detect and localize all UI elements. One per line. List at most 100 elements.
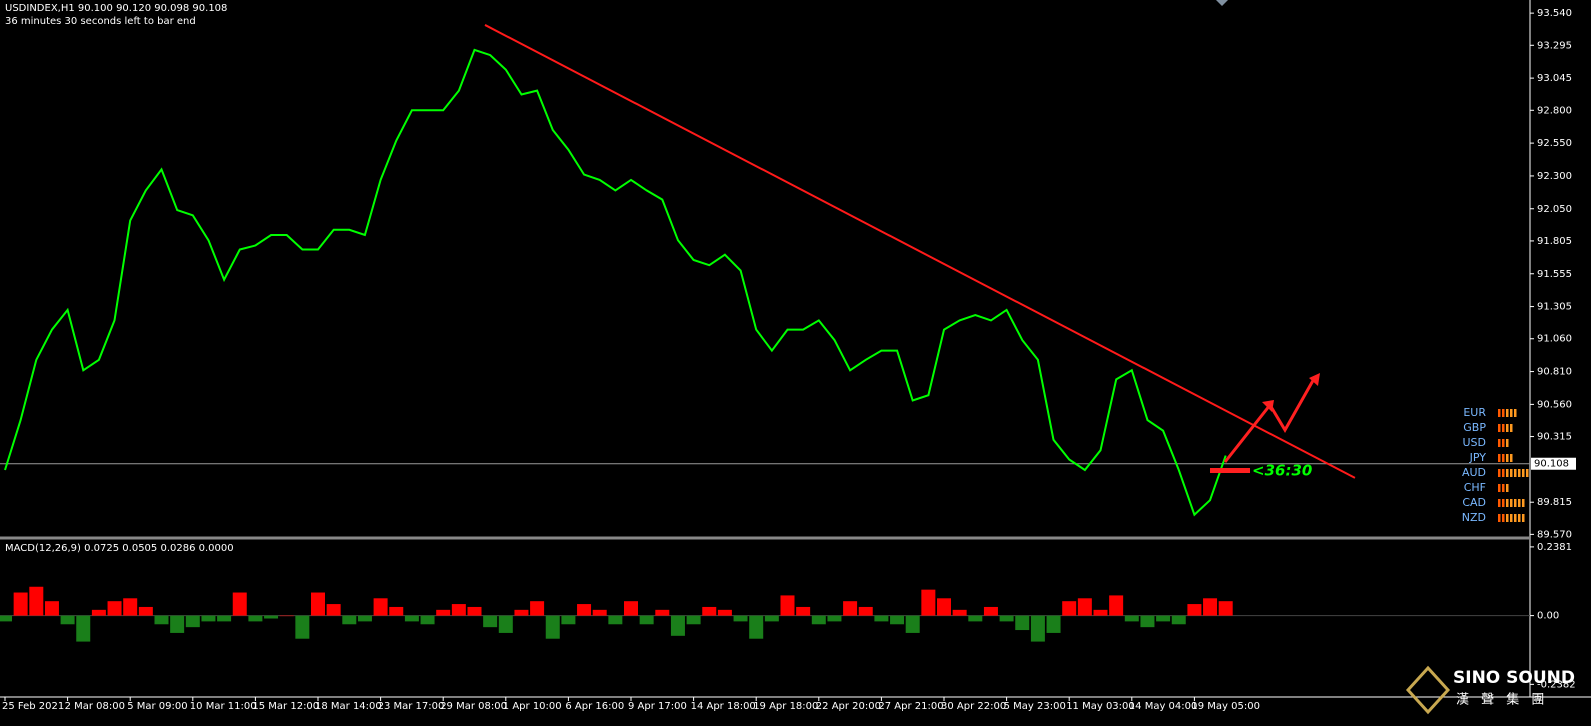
macd-bar <box>138 606 153 616</box>
strength-bar <box>1498 439 1501 447</box>
macd-tick-label: 0.00 <box>1537 611 1559 622</box>
macd-bar <box>655 609 670 616</box>
strength-bar <box>1514 409 1517 417</box>
macd-bar <box>170 615 185 633</box>
y-tick-label: 92.800 <box>1537 105 1572 116</box>
x-tick-label: 2 Mar 08:00 <box>65 701 125 712</box>
macd-bar <box>1187 604 1202 616</box>
macd-bar <box>1124 615 1139 622</box>
macd-bar <box>890 615 905 625</box>
macd-bar <box>467 606 482 616</box>
x-tick-label: 19 May 05:00 <box>1191 701 1260 712</box>
strength-bar <box>1502 424 1505 432</box>
strength-bar <box>1514 514 1517 522</box>
current-price-box <box>1531 457 1576 470</box>
macd-bar <box>107 601 122 616</box>
strength-bar <box>1506 484 1509 492</box>
y-tick-label: 89.570 <box>1537 529 1572 540</box>
strength-bar <box>1502 469 1505 477</box>
strength-bar <box>1502 409 1505 417</box>
macd-bar <box>639 615 654 625</box>
macd-bar <box>843 601 858 616</box>
macd-bar <box>311 592 325 616</box>
currency-name: EUR <box>1463 406 1486 419</box>
bar-timer: <36:30 <box>1252 462 1312 480</box>
macd-bar <box>436 609 451 616</box>
x-tick-label: 22 Apr 20:00 <box>816 701 881 712</box>
macd-bar <box>1109 595 1124 616</box>
macd-bar <box>717 609 732 616</box>
strength-bar <box>1498 424 1501 432</box>
macd-bar <box>670 615 685 636</box>
x-tick-label: 18 Mar 14:00 <box>315 701 382 712</box>
y-tick-label: 91.555 <box>1537 269 1572 280</box>
brand-name: SINO SOUND <box>1453 668 1575 688</box>
macd-bar <box>1140 615 1155 628</box>
macd-bar <box>248 615 263 622</box>
macd-bar <box>811 615 826 625</box>
macd-bar <box>357 615 372 622</box>
macd-bar <box>608 615 623 625</box>
macd-bar <box>342 615 357 625</box>
macd-tick-label: -0.2382 <box>1537 679 1576 690</box>
x-tick-label: 5 May 23:00 <box>1004 701 1066 712</box>
strength-bar <box>1502 439 1505 447</box>
strength-bar <box>1526 469 1529 477</box>
y-tick-label: 93.045 <box>1537 73 1572 84</box>
currency-name: JPY <box>1469 451 1487 464</box>
timer-bar <box>1210 468 1250 473</box>
macd-bar <box>76 615 91 642</box>
strength-bar <box>1502 484 1505 492</box>
macd-bar <box>185 615 200 628</box>
y-tick-label: 91.060 <box>1537 334 1572 345</box>
symbol-header: USDINDEX,H1 90.100 90.120 90.098 90.108 <box>5 3 227 14</box>
macd-bar <box>921 589 936 616</box>
strength-bars <box>1498 499 1525 507</box>
strength-bars <box>1498 514 1525 522</box>
strength-bar <box>1498 454 1501 462</box>
macd-bar <box>686 615 701 625</box>
strength-bar <box>1522 469 1525 477</box>
macd-bar <box>1015 615 1030 631</box>
macd-bar <box>1077 598 1092 616</box>
macd-bar <box>1093 609 1108 616</box>
macd-bar <box>1171 615 1186 625</box>
macd-bar <box>733 615 748 622</box>
y-tick-label: 91.305 <box>1537 302 1572 313</box>
macd-bar <box>999 615 1014 622</box>
macd-bar <box>451 604 466 616</box>
strength-bar <box>1514 469 1517 477</box>
x-tick-label: 1 Apr 10:00 <box>503 701 562 712</box>
strength-bar <box>1506 409 1509 417</box>
macd-bar <box>326 604 341 616</box>
currency-name: AUD <box>1462 466 1486 479</box>
timer-note: 36 minutes 30 seconds left to bar end <box>5 16 196 27</box>
macd-bar <box>29 586 44 616</box>
y-tick-label: 91.805 <box>1537 236 1572 247</box>
macd-bar <box>764 615 779 622</box>
macd-bar <box>264 615 279 619</box>
brand-logo: SINO SOUND 漢 聲 集 團 <box>1405 665 1575 715</box>
forecast-path <box>1223 376 1317 463</box>
x-tick-label: 11 May 03:00 <box>1066 701 1135 712</box>
x-tick-label: 6 Apr 16:00 <box>565 701 624 712</box>
macd-bar <box>1046 615 1061 633</box>
strength-bar <box>1498 499 1501 507</box>
x-tick-label: 10 Mar 11:00 <box>190 701 257 712</box>
y-tick-label: 89.815 <box>1537 497 1572 508</box>
macd-bar <box>577 604 592 616</box>
macd-bar <box>420 615 435 625</box>
strength-bars <box>1498 469 1529 477</box>
macd-bar <box>154 615 169 625</box>
y-tick-label: 90.810 <box>1537 367 1572 378</box>
macd-bar <box>217 615 232 622</box>
macd-bar <box>1156 615 1171 622</box>
strength-bar <box>1510 514 1513 522</box>
strength-bar <box>1502 499 1505 507</box>
arrow-head <box>1309 373 1320 386</box>
current-price-label: 90.108 <box>1534 459 1569 470</box>
y-tick-label: 90.560 <box>1537 399 1572 410</box>
y-tick-label: 93.540 <box>1537 8 1572 19</box>
macd-bar <box>858 606 873 616</box>
